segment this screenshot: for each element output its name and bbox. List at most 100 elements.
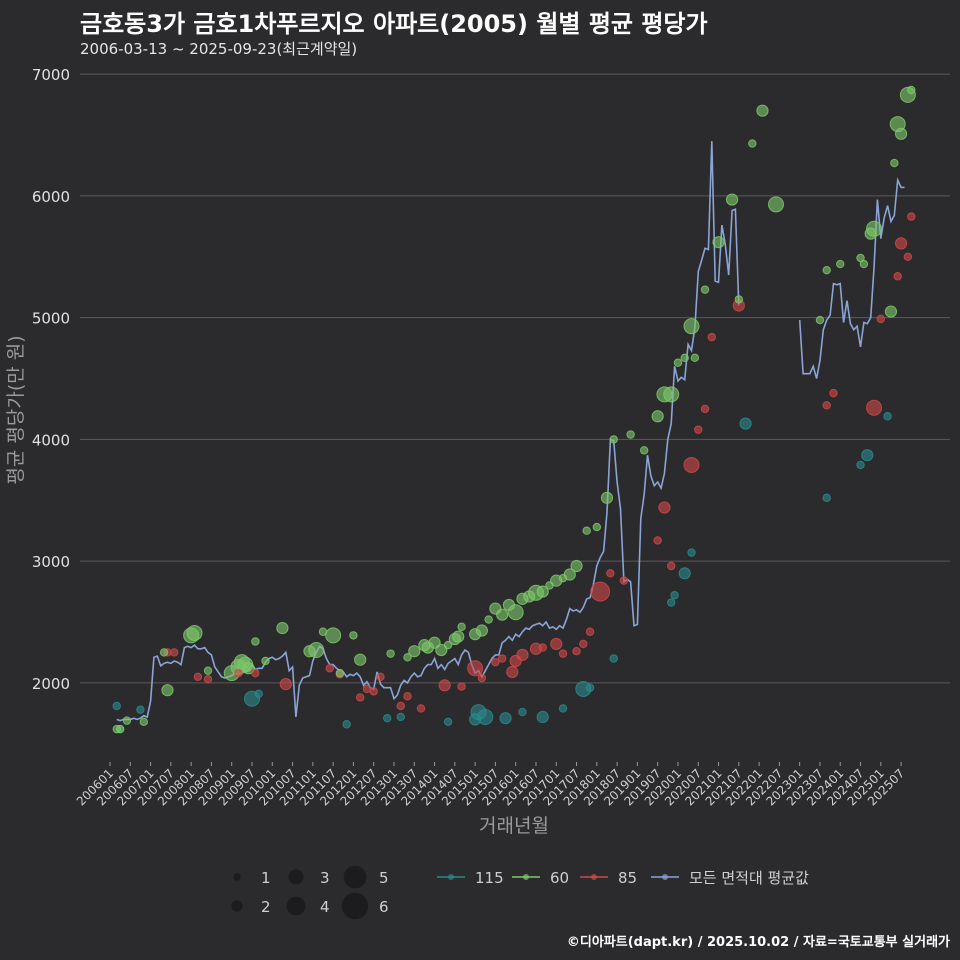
point-85 [829,388,838,398]
point-85 [667,561,676,571]
point-85 [467,660,484,677]
point-115 [861,449,874,462]
point-85 [653,536,662,545]
point-60 [536,585,549,598]
point-60 [725,193,739,206]
point-60 [663,386,680,403]
point-115 [469,713,482,726]
point-60 [592,522,602,532]
point-60 [276,621,289,635]
point-60 [186,624,203,641]
point-60 [354,653,367,666]
size-legend-label: 4 [320,898,330,916]
point-60 [403,653,412,662]
point-85 [683,456,700,473]
point-85 [491,657,500,667]
legend-label-85: 85 [618,869,637,887]
point-60 [139,717,149,727]
point-60 [261,656,270,666]
point-60 [768,196,785,213]
point-85 [550,637,563,651]
size-legend-dot [341,892,369,920]
point-115 [518,707,527,717]
point-115 [822,493,831,503]
point-60 [443,640,453,650]
point-60 [303,645,316,658]
point-85 [707,332,716,342]
y-tick-label: 4000 [32,431,70,449]
point-60 [582,526,591,535]
point-85 [497,654,507,663]
point-60 [452,630,465,643]
legend-label-115: 115 [475,869,504,887]
point-60 [115,724,125,734]
point-85 [457,682,466,691]
average-line [798,177,905,379]
point-60 [734,295,744,304]
legend-dot-60 [523,874,529,880]
point-115 [670,591,679,600]
point-85 [251,668,260,678]
legend-label-avg: 모든 면적대 평균값 [689,869,809,887]
point-85 [234,668,243,678]
point-85 [369,687,378,696]
y-tick-label: 2000 [32,675,70,693]
point-60 [673,358,683,367]
point-60 [475,624,488,637]
point-60 [639,446,649,455]
point-60 [523,590,536,603]
point-85 [585,627,595,636]
point-85 [876,314,886,324]
point-60 [484,615,493,624]
point-115 [856,460,865,470]
point-115 [536,710,549,724]
average-line [116,141,740,722]
size-legend-label: 6 [379,898,389,916]
size-legend-label: 1 [261,869,271,887]
point-60 [700,285,710,294]
point-85 [866,399,883,416]
point-85 [477,673,487,683]
point-115 [383,713,392,723]
size-legend-label: 2 [261,898,271,916]
point-115 [112,701,121,711]
point-85 [170,648,179,657]
point-85 [606,569,615,578]
point-85 [355,693,365,702]
point-85 [538,643,547,652]
points-layer [112,85,916,734]
point-60 [251,637,260,646]
point-60 [864,227,877,240]
point-60 [496,608,509,621]
point-60 [386,649,395,658]
point-115 [667,598,676,607]
point-60 [558,573,568,583]
point-60 [161,684,174,697]
point-60 [159,648,169,657]
point-85 [558,649,568,658]
size-legend-label: 3 [320,869,330,887]
point-60 [822,265,831,275]
x-axis-ticks: 2006012006072007012007072008012008072009… [74,762,907,809]
point-60 [907,85,916,95]
point-60 [349,631,358,640]
point-115 [687,548,696,557]
point-60 [435,643,448,657]
size-legend-dot [233,873,241,881]
point-60 [748,139,757,148]
point-60 [683,318,700,335]
y-tick-label: 5000 [32,310,70,328]
point-115 [396,712,405,722]
point-115 [254,689,263,699]
point-60 [242,662,255,675]
point-85 [579,639,588,649]
size-legend-dot [343,865,367,889]
point-60 [890,158,899,168]
point-60 [335,668,345,678]
y-tick-label: 3000 [32,553,70,571]
point-85 [700,404,710,414]
chart-title: 금호동3가 금호1차푸르지오 아파트(2005) 월별 평균 평당가 [80,10,708,38]
point-85 [619,576,629,585]
y-axis-ticks: 2000 3000 4000 5000 6000 7000 [32,66,70,693]
legend-dot-avg [662,874,668,880]
